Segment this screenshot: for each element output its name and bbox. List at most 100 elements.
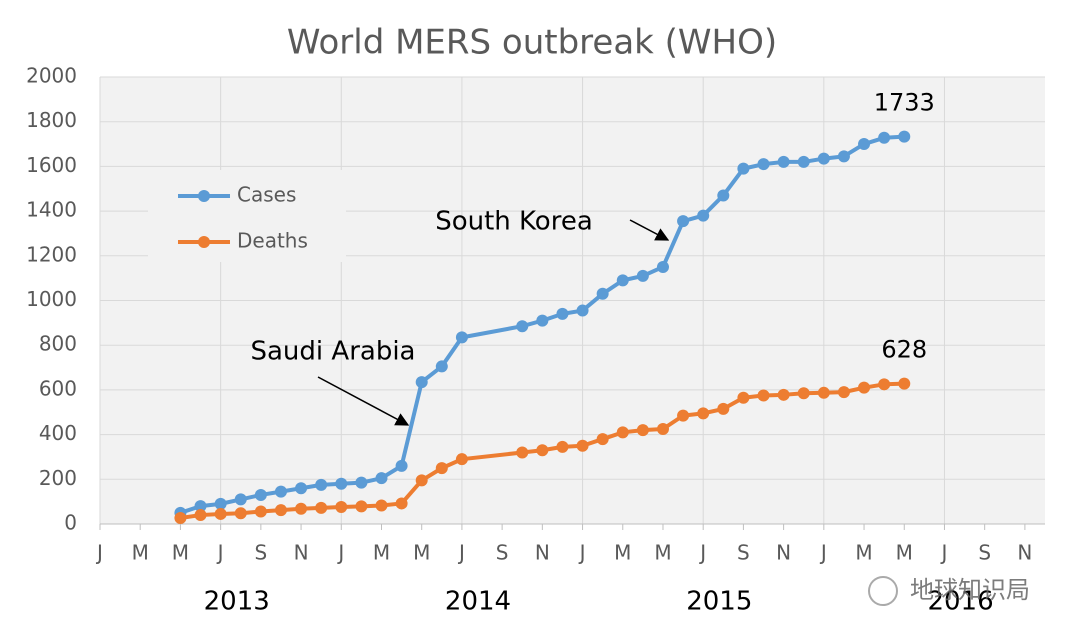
data-point — [435, 360, 448, 373]
data-point — [757, 158, 770, 171]
data-point — [455, 331, 468, 344]
data-point — [797, 387, 810, 400]
x-tick-label: J — [698, 541, 706, 565]
data-point — [335, 477, 348, 490]
data-point — [455, 453, 468, 466]
data-point — [777, 155, 790, 168]
x-tick-label: N — [1017, 541, 1032, 565]
data-point — [697, 209, 710, 222]
legend-marker — [198, 190, 210, 202]
x-tick-label: M — [855, 541, 872, 565]
data-point — [556, 307, 569, 320]
data-point — [797, 155, 810, 168]
data-point — [616, 274, 629, 287]
data-point — [898, 130, 911, 143]
x-tick-label: S — [978, 541, 991, 565]
annotation: South Korea — [435, 207, 593, 237]
x-tick-label: M — [132, 541, 149, 565]
data-point — [858, 138, 871, 151]
x-tick-label: J — [940, 541, 948, 565]
data-point — [576, 304, 589, 317]
year-label: 2015 — [686, 587, 752, 617]
data-point — [435, 462, 448, 475]
y-tick-label: 1400 — [26, 198, 77, 222]
data-point — [717, 402, 730, 415]
data-point — [516, 446, 529, 459]
data-point — [858, 381, 871, 394]
y-tick-label: 1600 — [26, 153, 77, 177]
chart-title: World MERS outbreak (WHO) — [287, 23, 777, 63]
data-point — [777, 388, 790, 401]
x-tick-label: M — [413, 541, 430, 565]
y-tick-label: 1200 — [26, 242, 77, 266]
data-point — [898, 377, 911, 390]
data-point — [516, 320, 529, 333]
x-tick-label: S — [737, 541, 750, 565]
data-point — [234, 507, 247, 520]
data-point — [375, 472, 388, 485]
data-point — [737, 162, 750, 175]
data-point — [415, 474, 428, 487]
legend-label: Cases — [237, 183, 296, 207]
data-point — [194, 509, 207, 522]
data-point — [395, 459, 408, 472]
annotation-arrow — [317, 376, 410, 426]
data-point — [878, 131, 891, 144]
x-tick-label: S — [496, 541, 509, 565]
annotation: Saudi Arabia — [251, 337, 416, 367]
data-point — [375, 499, 388, 512]
y-tick-label: 2000 — [26, 64, 77, 88]
data-point — [214, 497, 227, 510]
x-tick-label: M — [896, 541, 913, 565]
data-point — [677, 409, 690, 422]
data-point — [274, 504, 287, 517]
data-point — [355, 476, 368, 489]
data-point — [234, 493, 247, 506]
x-tick-label: N — [776, 541, 791, 565]
y-tick-label: 800 — [39, 332, 77, 356]
year-label: 2013 — [204, 587, 270, 617]
x-tick-label: N — [294, 541, 309, 565]
data-point — [536, 314, 549, 327]
data-point — [596, 433, 609, 446]
data-point — [536, 444, 549, 457]
data-point — [194, 500, 207, 513]
x-tick-label: M — [614, 541, 631, 565]
data-point — [254, 488, 267, 501]
data-point — [717, 189, 730, 202]
legend-marker — [198, 236, 210, 248]
data-point — [817, 386, 830, 399]
y-tick-label: 1000 — [26, 287, 77, 311]
data-point — [174, 511, 187, 524]
y-tick-label: 400 — [39, 421, 77, 445]
data-point — [656, 423, 669, 436]
legend-box — [148, 170, 346, 262]
data-point — [315, 501, 328, 514]
annotation-arrow — [629, 219, 670, 241]
data-point — [596, 287, 609, 300]
data-point — [295, 502, 308, 515]
data-point — [656, 260, 669, 273]
data-point — [737, 391, 750, 404]
watermark-icon — [868, 576, 898, 606]
data-point — [214, 507, 227, 520]
data-point — [636, 424, 649, 437]
data-point — [274, 485, 287, 498]
data-point — [636, 269, 649, 282]
data-point — [556, 440, 569, 453]
x-tick-label: M — [172, 541, 189, 565]
data-point — [335, 501, 348, 514]
data-point — [677, 215, 690, 228]
data-point — [837, 386, 850, 399]
x-tick-label: J — [95, 541, 103, 565]
data-point — [878, 378, 891, 391]
data-point — [254, 505, 267, 518]
data-label: 1733 — [874, 89, 935, 117]
y-tick-label: 0 — [64, 511, 77, 535]
data-label: 628 — [881, 336, 927, 364]
x-tick-label: J — [457, 541, 465, 565]
x-tick-label: J — [336, 541, 344, 565]
data-point — [295, 482, 308, 495]
x-tick-label: J — [819, 541, 827, 565]
